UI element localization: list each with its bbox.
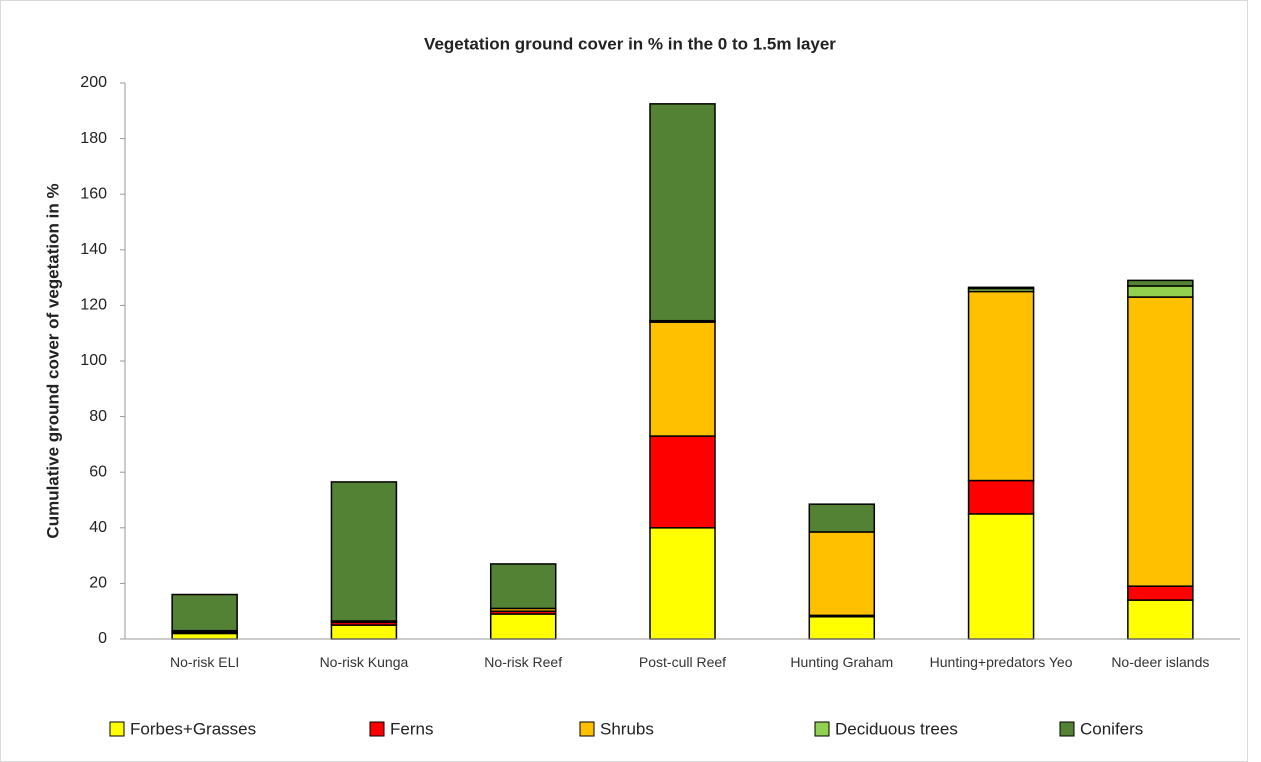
- bar-segment: [1127, 585, 1194, 601]
- legend-label: Deciduous trees: [835, 719, 958, 738]
- y-tick-label: 140: [80, 241, 107, 258]
- bar-segment: [649, 527, 716, 640]
- y-tick-label: 60: [89, 463, 107, 480]
- x-tick-label: No-risk Kunga: [319, 654, 409, 670]
- chart-title: Vegetation ground cover in % in the 0 to…: [424, 34, 836, 53]
- bar-segment: [649, 103, 716, 322]
- y-tick-label: 20: [89, 575, 107, 592]
- legend-swatch: [109, 721, 125, 737]
- y-tick-label: 40: [89, 519, 107, 536]
- bar-segment: [649, 321, 716, 437]
- bar-segment: [1127, 296, 1194, 587]
- y-tick-label: 120: [80, 297, 107, 314]
- x-tick-label: No-risk Reef: [484, 654, 563, 670]
- bar-segment: [1127, 285, 1194, 298]
- y-tick-label: 180: [80, 130, 107, 147]
- x-tick-label: Hunting Graham: [790, 654, 894, 670]
- x-tick-label: Hunting+predators Yeo: [929, 654, 1073, 670]
- bar-segment: [967, 286, 1035, 290]
- bar-segment: [330, 624, 398, 640]
- y-tick-label: 160: [80, 185, 107, 202]
- bar-segment: [1127, 599, 1194, 640]
- bar-segment: [649, 435, 716, 529]
- bar-segment: [808, 503, 876, 533]
- y-tick-label: 80: [89, 408, 107, 425]
- y-tick-label: 100: [80, 352, 107, 369]
- bar-segment: [967, 479, 1035, 515]
- bar-segment: [171, 593, 238, 632]
- legend-swatch: [1059, 721, 1075, 737]
- y-tick-label: 0: [98, 630, 107, 647]
- bar-segment: [808, 616, 876, 640]
- x-tick-label: Post-cull Reef: [638, 654, 727, 670]
- bar-segment: [489, 563, 557, 610]
- legend-label: Ferns: [390, 719, 433, 738]
- y-tick-label: 200: [80, 74, 107, 91]
- legend-swatch: [369, 721, 385, 737]
- y-axis-title: Cumulative ground cover of vegetation in…: [43, 183, 62, 538]
- legend-label: Forbes+Grasses: [130, 719, 256, 738]
- legend-label: Shrubs: [600, 719, 654, 738]
- x-tick-label: No-risk ELI: [170, 654, 240, 670]
- bar-segment: [171, 632, 238, 640]
- bar-segment: [808, 531, 876, 617]
- bar-segment: [967, 290, 1035, 482]
- x-tick-label: No-deer islands: [1111, 654, 1210, 670]
- bar-segment: [330, 481, 398, 622]
- bar-segment: [489, 613, 557, 640]
- legend-swatch: [814, 721, 830, 737]
- bar-segment: [1127, 279, 1194, 287]
- legend-swatch: [579, 721, 595, 737]
- bar-segment: [967, 513, 1035, 640]
- legend-label: Conifers: [1080, 719, 1143, 738]
